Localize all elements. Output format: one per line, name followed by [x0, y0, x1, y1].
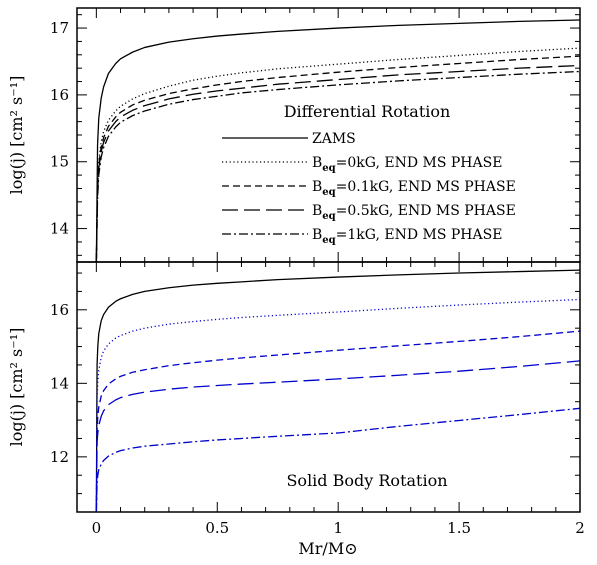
y-axis-label-top: log(j) [cm² s⁻¹] [7, 76, 26, 195]
series-line-bottom-1 [95, 298, 581, 513]
legend: ZAMS Beq=0kG, END MS PHASE Beq=0.1kG, END … [222, 131, 516, 246]
series-line-bottom-3 [95, 360, 581, 513]
series-line-top-2 [95, 55, 581, 263]
bottom-plot-frame [76, 261, 581, 513]
bottom-tick-labels: 12 14 16 0 0.5 1 1.5 2 [50, 301, 585, 537]
legend-label-0: ZAMS [312, 131, 356, 147]
legend-label-3: Beq=0.5kG, END MS PHASE [312, 203, 516, 222]
series-line-top-0 [95, 19, 581, 263]
y-tick-label: 14 [50, 374, 69, 392]
y-tick-label: 17 [50, 19, 69, 37]
y-axis-labels: log(j) [cm² s⁻¹] log(j) [cm² s⁻¹] [7, 76, 26, 447]
y-axis-label-bottom: log(j) [cm² s⁻¹] [7, 328, 26, 447]
series-line-bottom-4 [95, 407, 581, 513]
panel-title-solid-body: Solid Body Rotation [286, 471, 447, 490]
series-line-top-1 [95, 47, 581, 263]
legend-label-2: Beq=0.1kG, END MS PHASE [312, 179, 516, 198]
series-line-top-3 [95, 64, 581, 263]
x-tick-label: 0 [92, 519, 102, 537]
y-tick-label: 15 [50, 153, 69, 171]
panel-differential-rotation: ZAMS Beq=0kG, END MS PHASE Beq=0.1kG, END … [50, 7, 581, 263]
y-tick-label: 12 [50, 448, 69, 466]
x-tick-label: 2 [575, 519, 585, 537]
series-line-top-4 [95, 70, 581, 263]
legend-label-1: Beq=0kG, END MS PHASE [312, 155, 502, 174]
panel-title-differential: Differential Rotation [284, 102, 451, 121]
x-axis-label: Mr/M⊙ [298, 539, 357, 558]
x-tick-label: 1.5 [447, 519, 471, 537]
series-line-bottom-2 [95, 330, 581, 513]
series-line-bottom-0 [95, 269, 581, 513]
y-tick-label: 14 [50, 220, 69, 238]
top-series-lines [95, 19, 581, 263]
x-tick-label: 0.5 [205, 519, 229, 537]
x-tick-label: 1 [333, 519, 343, 537]
y-tick-label: 16 [50, 86, 69, 104]
panel-solid-body-rotation: 12 14 16 0 0.5 1 1.5 2 Solid Body Rotation [50, 261, 585, 537]
top-axis-ticks [77, 8, 581, 262]
y-tick-label: 16 [50, 301, 69, 319]
top-tick-labels: 14 15 16 17 [50, 19, 69, 238]
legend-label-4: Beq=1kG, END MS PHASE [312, 227, 502, 246]
bottom-axis-ticks [77, 262, 581, 513]
bottom-series-lines [95, 269, 581, 513]
